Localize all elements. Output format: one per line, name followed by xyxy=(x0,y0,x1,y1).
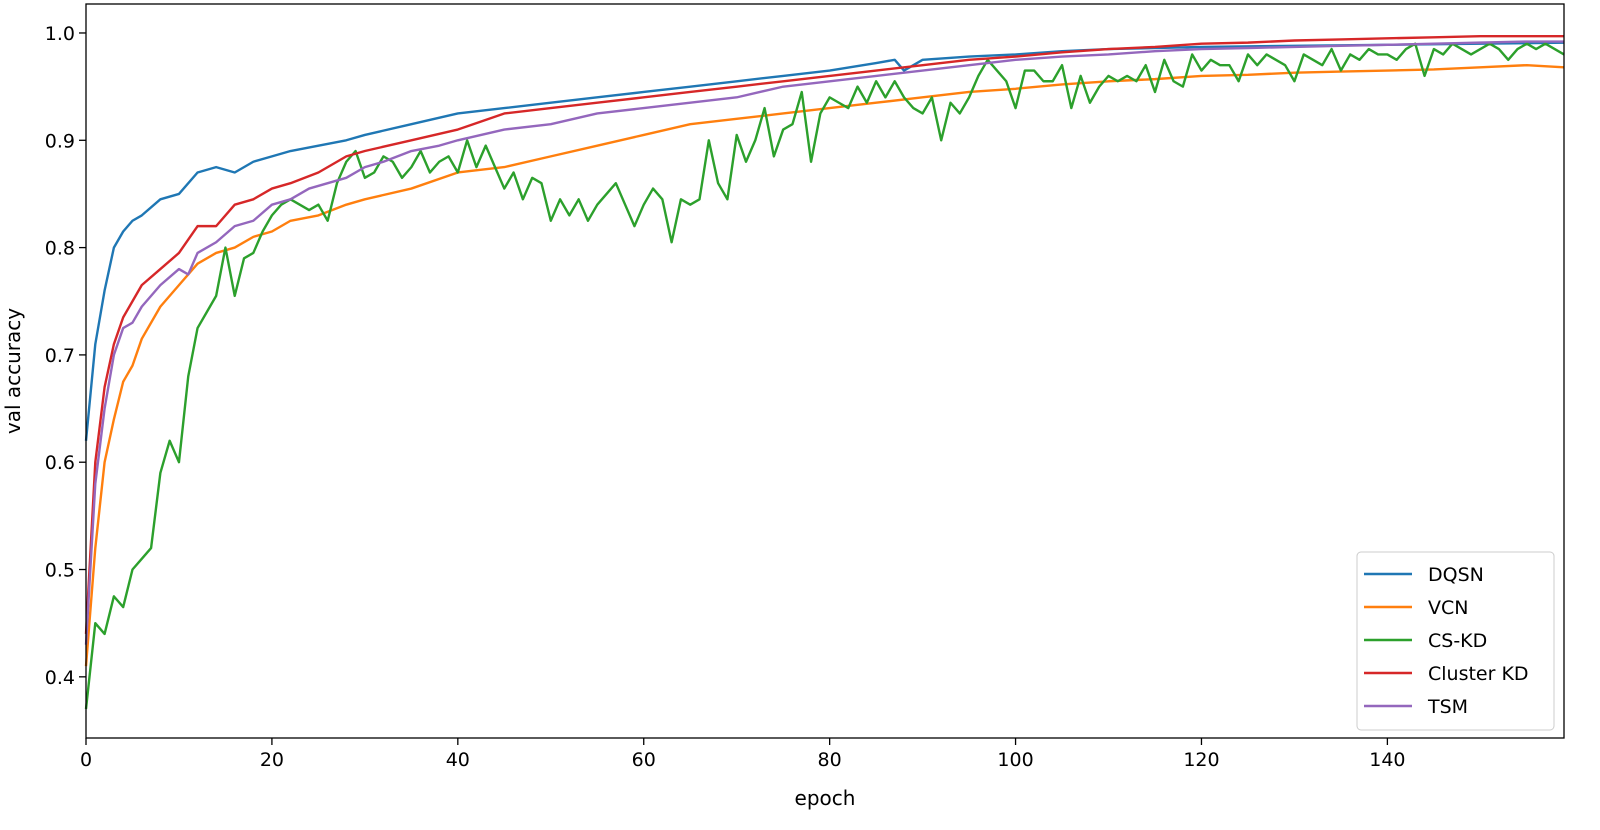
y-tick-label: 0.8 xyxy=(45,238,75,260)
y-axis-label: val accuracy xyxy=(1,308,25,434)
series-line-tsm xyxy=(84,40,1564,645)
x-tick-label: 140 xyxy=(1369,749,1405,771)
x-tick-label: 60 xyxy=(632,749,656,771)
legend-label: DQSN xyxy=(1428,564,1484,586)
y-axis: 0.4 0.5 0.6 0.7 0.8 0.9 1.0 xyxy=(45,23,86,689)
legend: DQSN VCN CS-KD Cluster KD TSM xyxy=(1356,551,1555,731)
x-tick-label: 0 xyxy=(80,749,92,771)
y-tick-label: 0.4 xyxy=(45,667,75,689)
series-layer xyxy=(84,34,1565,710)
series-line-cs-kd xyxy=(84,42,1565,710)
legend-label: VCN xyxy=(1428,597,1468,619)
series-line-dqsn xyxy=(84,41,1565,441)
x-tick-label: 120 xyxy=(1183,749,1219,771)
x-tick-label: 80 xyxy=(818,749,842,771)
y-tick-label: 0.6 xyxy=(45,452,75,474)
y-tick-label: 0.5 xyxy=(45,560,75,582)
legend-label: CS-KD xyxy=(1428,630,1487,652)
x-tick-label: 100 xyxy=(997,749,1033,771)
series-line-vcn xyxy=(84,63,1565,667)
legend-items: DQSN VCN CS-KD Cluster KD TSM xyxy=(1364,564,1529,718)
plot-frame xyxy=(85,3,1565,739)
series-line-cluster-kd xyxy=(84,34,1564,634)
legend-label: TSM xyxy=(1427,696,1468,718)
y-tick-label: 0.9 xyxy=(45,130,75,152)
y-tick-label: 1.0 xyxy=(45,23,75,45)
x-tick-label: 40 xyxy=(446,749,470,771)
x-tick-label: 20 xyxy=(260,749,284,771)
legend-label: Cluster KD xyxy=(1428,663,1529,685)
y-tick-label: 0.7 xyxy=(45,345,75,367)
x-axis: 0 20 40 60 80 100 120 140 xyxy=(80,738,1406,771)
x-axis-label: epoch xyxy=(795,786,856,810)
legend-box xyxy=(1356,551,1555,731)
